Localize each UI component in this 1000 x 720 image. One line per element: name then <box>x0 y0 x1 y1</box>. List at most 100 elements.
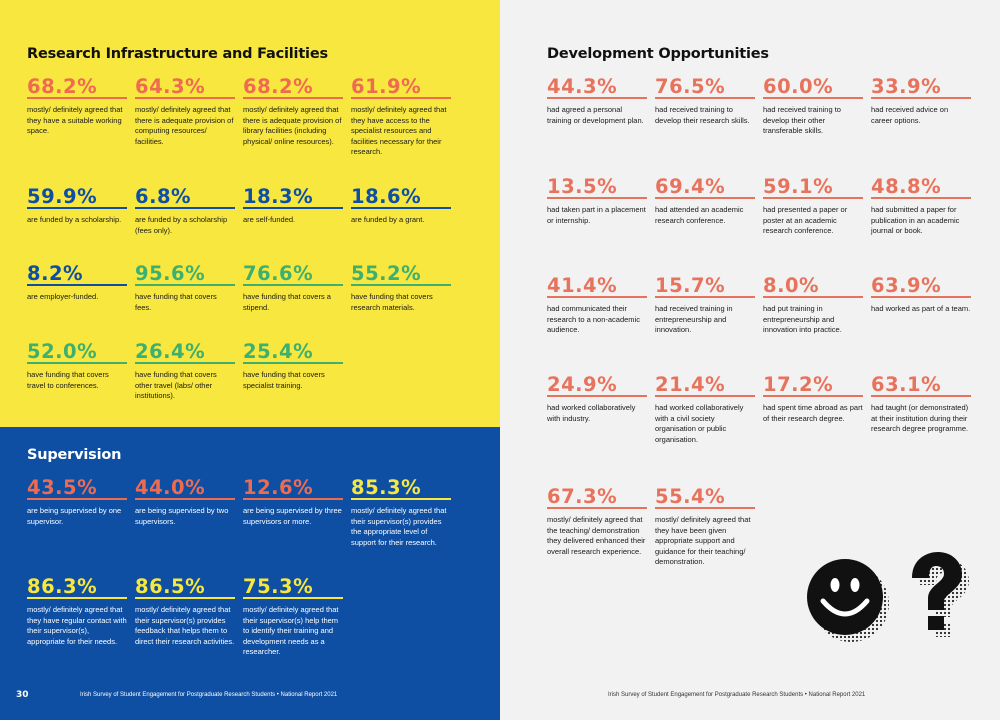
stat-description: are being supervised by three supervisor… <box>243 506 342 526</box>
stat-description: mostly/ definitely agreed that there is … <box>243 105 342 146</box>
development-stat: 33.9% had received advice on career opti… <box>871 75 971 126</box>
supervision-stat: 86.5% mostly/ definitely agreed that the… <box>135 575 235 647</box>
stat-value: 63.1% <box>871 373 971 397</box>
stat-value: 44.3% <box>547 75 647 99</box>
development-section-title: Development Opportunities <box>547 46 769 62</box>
development-stat: 8.0% had put training in entrepreneurshi… <box>763 274 863 336</box>
stat-description: are being supervised by one supervisor. <box>27 506 122 526</box>
stat-value: 52.0% <box>27 340 127 364</box>
stat-description: had submitted a paper for publication in… <box>871 205 960 236</box>
development-stat: 21.4% had worked collaboratively with a … <box>655 373 755 445</box>
stat-value: 21.4% <box>655 373 755 397</box>
supervision-stat: 75.3% mostly/ definitely agreed that the… <box>243 575 343 658</box>
stat-description: had received training in entrepreneurshi… <box>655 304 733 335</box>
stat-value: 86.3% <box>27 575 127 599</box>
research-stat: 64.3% mostly/ definitely agreed that the… <box>135 75 235 147</box>
research-stat: 18.3% are self-funded. <box>243 185 343 226</box>
stat-description: mostly/ definitely agreed that their sup… <box>351 506 447 547</box>
stat-description: mostly/ definitely agreed that they have… <box>27 105 123 136</box>
stat-description: have funding that covers other travel (l… <box>135 370 217 401</box>
stat-value: 18.6% <box>351 185 451 209</box>
stat-description: are being supervised by two supervisors. <box>135 506 229 526</box>
development-stat: 63.1% had taught (or demonstrated) at th… <box>871 373 971 435</box>
research-section-background <box>0 0 500 427</box>
stat-description: mostly/ definitely agreed that the teach… <box>547 515 646 556</box>
stat-description: have funding that covers research materi… <box>351 292 433 312</box>
stat-description: had worked as part of a team. <box>871 304 971 313</box>
development-stat: 69.4% had attended an academic research … <box>655 175 755 226</box>
stat-value: 55.4% <box>655 485 755 509</box>
stat-value: 76.5% <box>655 75 755 99</box>
stat-description: mostly/ definitely agreed that they have… <box>27 605 127 646</box>
stat-description: had received training to develop their o… <box>763 105 841 136</box>
stat-description: are funded by a scholarship. <box>27 215 122 224</box>
development-stat: 59.1% had presented a paper or poster at… <box>763 175 863 237</box>
stat-description: mostly/ definitely agreed that they have… <box>655 515 751 567</box>
stat-description: mostly/ definitely agreed that there is … <box>135 105 234 146</box>
supervision-stat: 43.5% are being supervised by one superv… <box>27 476 127 527</box>
stat-description: had worked collaboratively with a civil … <box>655 403 744 444</box>
research-stat: 59.9% are funded by a scholarship. <box>27 185 127 226</box>
research-section-title: Research Infrastructure and Facilities <box>27 46 328 62</box>
research-stat: 26.4% have funding that covers other tra… <box>135 340 235 402</box>
stat-value: 12.6% <box>243 476 343 500</box>
stat-value: 67.3% <box>547 485 647 509</box>
stat-value: 59.9% <box>27 185 127 209</box>
stat-description: mostly/ definitely agreed that they have… <box>351 105 447 157</box>
footer-left: Irish Survey of Student Engagement for P… <box>80 692 338 698</box>
supervision-section-title: Supervision <box>27 447 122 463</box>
stat-description: had agreed a personal training or develo… <box>547 105 644 125</box>
stat-description: had communicated their research to a non… <box>547 304 640 335</box>
stat-value: 8.0% <box>763 274 863 298</box>
stat-description: had received advice on career options. <box>871 105 949 125</box>
research-stat: 68.2% mostly/ definitely agreed that the… <box>27 75 127 137</box>
supervision-stat: 85.3% mostly/ definitely agreed that the… <box>351 476 451 548</box>
stat-description: had presented a paper or poster at an ac… <box>763 205 848 236</box>
stat-description: had attended an academic research confer… <box>655 205 744 225</box>
stat-value: 44.0% <box>135 476 235 500</box>
development-stat: 55.4% mostly/ definitely agreed that the… <box>655 485 755 568</box>
stat-value: 55.2% <box>351 262 451 286</box>
research-stat: 68.2% mostly/ definitely agreed that the… <box>243 75 343 147</box>
stat-value: 41.4% <box>547 274 647 298</box>
supervision-stat: 12.6% are being supervised by three supe… <box>243 476 343 527</box>
stat-description: are employer-funded. <box>27 292 99 301</box>
stat-description: had taken part in a placement or interns… <box>547 205 646 225</box>
development-stat: 24.9% had worked collaboratively with in… <box>547 373 647 424</box>
stat-value: 25.4% <box>243 340 343 364</box>
right-page <box>500 0 1000 720</box>
left-page: Research Infrastructure and Facilities 6… <box>0 0 500 720</box>
question-mark-icon <box>900 548 980 648</box>
stat-description: have funding that covers specialist trai… <box>243 370 325 390</box>
stat-description: had received training to develop their r… <box>655 105 750 125</box>
stat-description: are funded by a grant. <box>351 215 425 224</box>
stat-value: 68.2% <box>243 75 343 99</box>
supervision-section-background <box>0 427 500 720</box>
stat-value: 68.2% <box>27 75 127 99</box>
stat-value: 13.5% <box>547 175 647 199</box>
stat-value: 43.5% <box>27 476 127 500</box>
stat-value: 17.2% <box>763 373 863 397</box>
stat-value: 85.3% <box>351 476 451 500</box>
research-stat: 76.6% have funding that covers a stipend… <box>243 262 343 313</box>
stat-value: 24.9% <box>547 373 647 397</box>
stat-value: 26.4% <box>135 340 235 364</box>
development-stat: 15.7% had received training in entrepren… <box>655 274 755 336</box>
stat-value: 69.4% <box>655 175 755 199</box>
stat-value: 76.6% <box>243 262 343 286</box>
stat-value: 18.3% <box>243 185 343 209</box>
stat-description: have funding that covers a stipend. <box>243 292 331 312</box>
stat-description: had spent time abroad as part of their r… <box>763 403 863 423</box>
research-stat: 6.8% are funded by a scholarship (fees o… <box>135 185 235 236</box>
stat-description: are funded by a scholarship (fees only). <box>135 215 228 235</box>
stat-description: mostly/ definitely agreed that their sup… <box>135 605 235 646</box>
stat-value: 64.3% <box>135 75 235 99</box>
development-stat: 60.0% had received training to develop t… <box>763 75 863 137</box>
research-stat: 25.4% have funding that covers specialis… <box>243 340 343 391</box>
stat-value: 33.9% <box>871 75 971 99</box>
development-stat: 17.2% had spent time abroad as part of t… <box>763 373 863 424</box>
stat-value: 6.8% <box>135 185 235 209</box>
supervision-stat: 44.0% are being supervised by two superv… <box>135 476 235 527</box>
research-stat: 61.9% mostly/ definitely agreed that the… <box>351 75 451 158</box>
development-stat: 13.5% had taken part in a placement or i… <box>547 175 647 226</box>
